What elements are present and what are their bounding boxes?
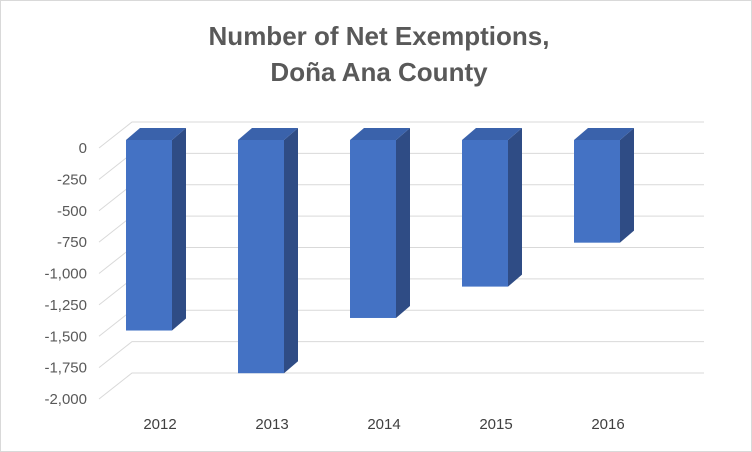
chart-title-line-1: Number of Net Exemptions, bbox=[209, 21, 550, 51]
x-category-label: 2016 bbox=[591, 416, 624, 433]
bar-front bbox=[126, 140, 172, 331]
bar-2012 bbox=[126, 128, 186, 331]
bar-front bbox=[350, 140, 396, 318]
bar-2016 bbox=[574, 128, 634, 243]
gridline bbox=[98, 341, 704, 369]
x-category-label: 2015 bbox=[479, 416, 512, 433]
gridline bbox=[98, 309, 704, 337]
y-tick-label: -1,750 bbox=[44, 360, 87, 377]
bar-top bbox=[126, 128, 186, 140]
bar-side bbox=[620, 128, 634, 243]
bar-top bbox=[462, 128, 522, 140]
bar-2014 bbox=[350, 128, 410, 318]
y-tick-label: -1,500 bbox=[44, 328, 87, 345]
bar-top bbox=[574, 128, 634, 140]
gridline bbox=[98, 372, 704, 400]
bar-side bbox=[172, 128, 186, 331]
bar-side bbox=[284, 128, 298, 374]
y-tick-label: -1,000 bbox=[44, 266, 87, 283]
bar-side bbox=[396, 128, 410, 318]
x-axis-categories: 2012 2013 2014 2015 2016 bbox=[143, 416, 624, 433]
bar-front bbox=[462, 140, 508, 287]
x-category-label: 2013 bbox=[255, 416, 288, 433]
x-category-label: 2012 bbox=[143, 416, 176, 433]
y-axis-ticks: 0 -250 -500 -750 -1,000 -1,250 -1,500 -1,750 -2,… bbox=[44, 140, 87, 408]
bar-top bbox=[238, 128, 298, 140]
gridline bbox=[98, 121, 704, 149]
y-tick-label: -2,000 bbox=[44, 391, 87, 408]
y-tick-label: 0 bbox=[79, 140, 87, 157]
bar-side bbox=[508, 128, 522, 287]
y-tick-label: -1,250 bbox=[44, 297, 87, 314]
x-category-label: 2014 bbox=[367, 416, 400, 433]
y-tick-label: -500 bbox=[57, 203, 87, 220]
y-tick-label: -750 bbox=[57, 234, 87, 251]
bar-2013 bbox=[238, 128, 298, 374]
chart-title-line-2: Doña Ana County bbox=[270, 57, 488, 87]
bar-front bbox=[574, 140, 620, 243]
bar-front bbox=[238, 140, 284, 374]
bar-2015 bbox=[462, 128, 522, 287]
bar-top bbox=[350, 128, 410, 140]
bars bbox=[126, 128, 634, 374]
y-tick-label: -250 bbox=[57, 171, 87, 188]
